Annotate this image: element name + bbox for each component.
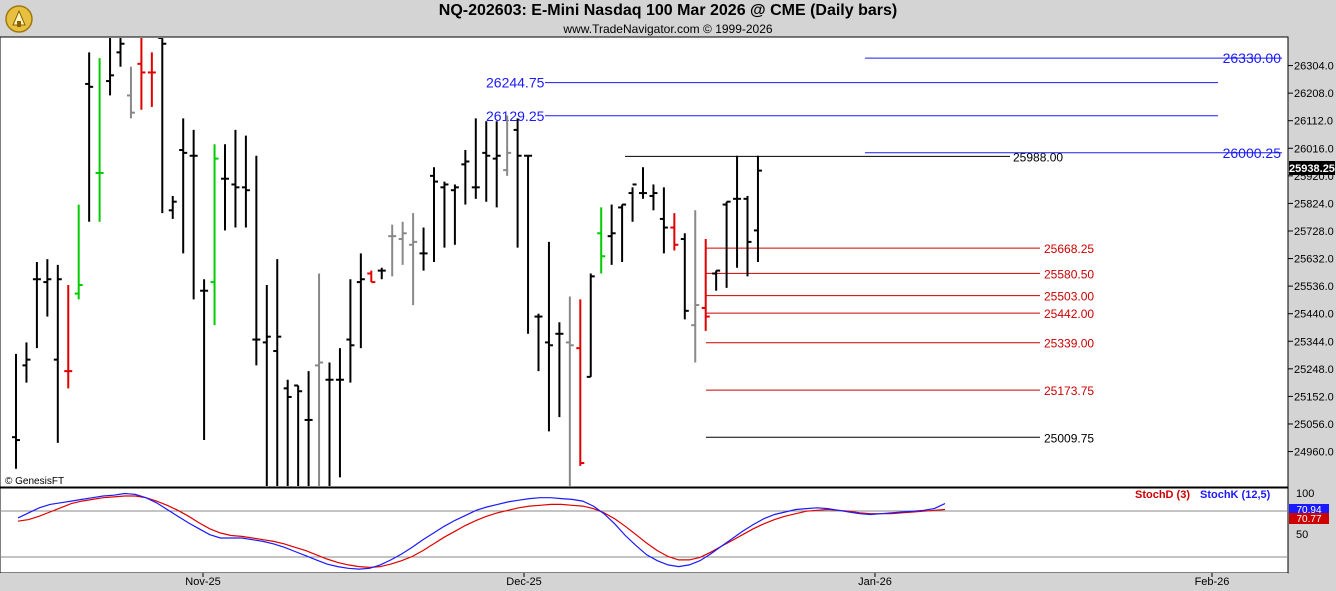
date-tick-label: Dec-25 bbox=[506, 576, 541, 588]
level-label: 25668.25 bbox=[1044, 242, 1094, 256]
level-label: 25580.50 bbox=[1044, 267, 1094, 281]
level-label: 25988.00 bbox=[1013, 150, 1063, 164]
price-tick-label: 26208.0 bbox=[1294, 88, 1334, 100]
stoch-k-value: 70.94 bbox=[1296, 505, 1321, 516]
stoch-axis-100: 100 bbox=[1296, 488, 1314, 500]
level-label: 25442.00 bbox=[1044, 307, 1094, 321]
price-tick-label: 26112.0 bbox=[1294, 116, 1333, 128]
stoch-k-line bbox=[17, 492, 946, 570]
price-tick-label: 25728.0 bbox=[1294, 226, 1334, 238]
chart-title: NQ-202603: E-Mini Nasdaq 100 Mar 2026 @ … bbox=[438, 2, 898, 19]
date-tick-label: Feb-26 bbox=[1195, 576, 1230, 588]
price-tick-label: 24960.0 bbox=[1294, 447, 1334, 459]
stoch-k-value-box bbox=[1289, 504, 1329, 514]
level-label: 26244.75 bbox=[486, 75, 545, 91]
level-label: 25339.00 bbox=[1044, 337, 1094, 351]
price-tick-label: 25440.0 bbox=[1294, 309, 1334, 321]
price-tick-label: 26304.0 bbox=[1294, 61, 1334, 73]
price-tick-label: 26016.0 bbox=[1294, 143, 1334, 155]
date-tick-label: Nov-25 bbox=[185, 576, 220, 588]
stoch-d-legend: StochD (3) bbox=[1135, 489, 1190, 501]
price-tick-label: 25248.0 bbox=[1294, 364, 1334, 376]
stoch-d-value-box bbox=[1289, 513, 1329, 524]
level-label: 25503.00 bbox=[1044, 290, 1094, 304]
date-axis-labels: Nov-25 Dec-25 Jan-26 Feb-26 bbox=[185, 573, 1229, 588]
stochastic-lines bbox=[17, 492, 946, 570]
date-tick-label: Jan-26 bbox=[858, 576, 892, 588]
level-label: 25009.75 bbox=[1044, 431, 1094, 445]
last-price-label: 25938.25 bbox=[1289, 163, 1335, 175]
price-tick-label: 25536.0 bbox=[1294, 281, 1334, 293]
stoch-axis-50: 50 bbox=[1296, 529, 1308, 541]
date-axis bbox=[0, 573, 1288, 591]
price-tick-label: 25344.0 bbox=[1294, 336, 1334, 348]
trade-navigator-logo-icon bbox=[4, 4, 34, 39]
price-tick-label: 25056.0 bbox=[1294, 419, 1334, 431]
stoch-k-legend: StochK (12,5) bbox=[1200, 489, 1271, 501]
level-label: 25173.75 bbox=[1044, 384, 1094, 398]
ohlc-bars bbox=[12, 38, 762, 486]
price-tick-label: 25824.0 bbox=[1294, 198, 1334, 210]
copyright-label: © GenesisFT bbox=[5, 476, 64, 487]
level-label: 26330.00 bbox=[1223, 50, 1282, 66]
price-tick-label: 25632.0 bbox=[1294, 254, 1334, 266]
level-label: 26129.25 bbox=[486, 108, 545, 124]
stochastic-pane bbox=[0, 487, 1289, 574]
chart-subtitle: www.TradeNavigator.com © 1999-2026 bbox=[563, 22, 773, 36]
level-label: 26000.25 bbox=[1223, 145, 1282, 161]
stoch-d-line bbox=[17, 495, 946, 569]
price-axis: 26304.026208.026112.026016.025920.025824… bbox=[1288, 61, 1334, 459]
stoch-d-value: 70.77 bbox=[1296, 514, 1321, 525]
last-price-box bbox=[1289, 161, 1335, 175]
price-tick-label: 25152.0 bbox=[1294, 391, 1334, 403]
price-levels: 26330.00 26244.75 26129.25 26000.25 25988.00… bbox=[486, 50, 1282, 445]
